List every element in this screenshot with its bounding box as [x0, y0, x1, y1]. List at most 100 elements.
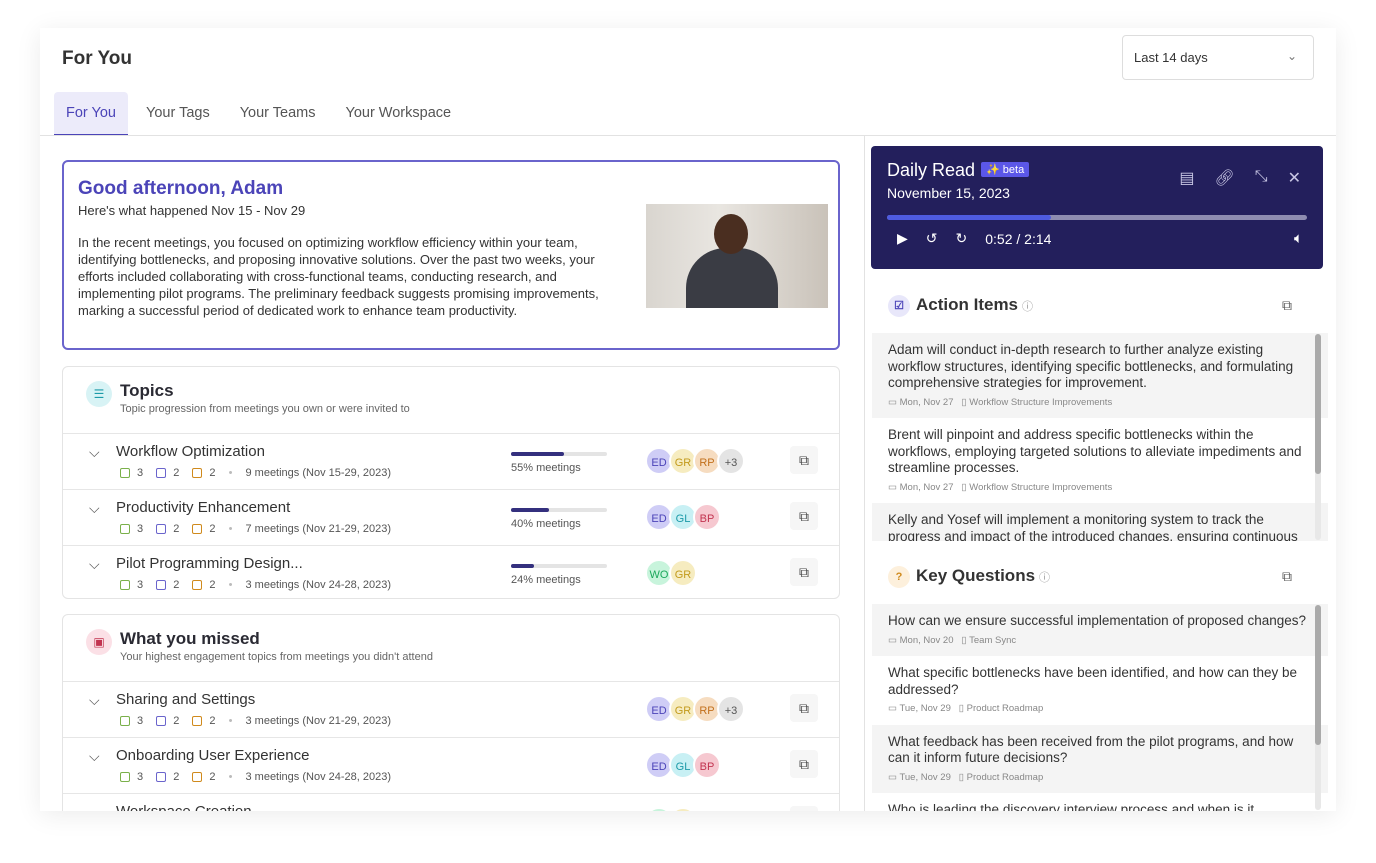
avatar[interactable]: RP — [693, 695, 721, 723]
link-icon[interactable]: 🔗︎ — [1214, 170, 1235, 187]
topic-row[interactable]: ⌵ Workflow Optimization 3 2 2 • 9 meetings… — [63, 433, 839, 489]
avatar[interactable]: GR — [669, 559, 697, 587]
avatar[interactable]: +3 — [717, 695, 745, 723]
action-icon — [156, 772, 167, 782]
avatar[interactable]: RP — [693, 447, 721, 475]
document-icon: ▯ — [961, 396, 967, 408]
calendar-icon: ▭ — [888, 771, 897, 783]
playback-progress[interactable] — [887, 215, 1307, 220]
avatar[interactable]: BP — [693, 503, 721, 531]
recording-count: 3 — [137, 771, 144, 783]
item-meeting[interactable]: Product Roadmap — [966, 703, 1044, 714]
copy-icon[interactable]: ⧉ — [1282, 568, 1292, 584]
action-count: 2 — [173, 771, 180, 783]
chevron-down-icon[interactable]: ⌵ — [89, 444, 100, 460]
missed-section: ▣ What you missed Your highest engagement … — [62, 614, 840, 811]
section-title: What you missed — [120, 629, 260, 648]
avatar[interactable]: WO — [645, 807, 673, 811]
greeting-card: Good afternoon, Adam Here's what happene… — [62, 160, 840, 350]
topic-row[interactable]: ⌵ Sharing and Settings 3 2 2 • 3 meetings … — [63, 681, 839, 737]
topic-row[interactable]: ⌵ Pilot Programming Design... 3 2 2 • 3 me… — [63, 545, 839, 598]
list-item[interactable]: How can we ensure successful implementat… — [872, 604, 1328, 656]
avatar[interactable]: GL — [669, 503, 697, 531]
item-date: Mon, Nov 27 — [899, 396, 954, 408]
chevron-down-icon[interactable]: ⌵ — [89, 556, 100, 572]
document-icon: ▯ — [958, 703, 965, 714]
recording-count: 3 — [137, 715, 144, 727]
play-icon[interactable]: ▶ — [897, 230, 908, 246]
item-text: Who is leading the discovery interview p… — [888, 802, 1255, 811]
tab-for-you[interactable]: For You — [54, 92, 128, 136]
date-range-select[interactable]: Last 14 days ⌄ — [1122, 35, 1314, 80]
avatar[interactable]: ED — [645, 751, 673, 779]
topic-row[interactable]: ⌵ Onboarding User Experience 3 2 2 • 3 mee… — [63, 737, 839, 793]
scrollbar[interactable] — [1315, 334, 1321, 540]
key-questions-header: ? Key Questions ⓘ — [888, 566, 1050, 588]
avatar[interactable]: GL — [669, 751, 697, 779]
copy-icon[interactable]: ⧉ — [790, 806, 818, 811]
tab-your-tags[interactable]: Your Tags — [146, 105, 210, 121]
topic-row[interactable]: ⌵ Productivity Enhancement 3 2 2 • 7 meeti… — [63, 489, 839, 545]
info-icon[interactable]: ⓘ — [1039, 572, 1051, 584]
item-meeting[interactable]: Product Roadmap — [966, 771, 1044, 783]
copy-icon[interactable]: ⧉ — [790, 750, 818, 778]
avatar[interactable]: GR — [669, 807, 697, 811]
item-date: Mon, Nov 20 — [899, 634, 954, 646]
recording-icon — [120, 716, 130, 726]
progress-bar: 55% meetings — [511, 452, 607, 474]
recording-count: 3 — [137, 467, 144, 479]
action-icon — [156, 524, 167, 534]
recording-icon — [120, 468, 130, 478]
question-count: 2 — [209, 523, 216, 535]
question-icon: ? — [888, 566, 910, 588]
tab-your-workspace[interactable]: Your Workspace — [345, 105, 452, 121]
chevron-down-icon: ⌄ — [1286, 49, 1297, 63]
action-count: 2 — [173, 467, 180, 479]
list-item[interactable]: What feedback has been received from the… — [872, 724, 1328, 793]
chevron-down-icon[interactable]: ⌵ — [89, 500, 100, 516]
list-item[interactable]: Who is leading the discovery interview p… — [872, 793, 1328, 811]
chevron-down-icon[interactable]: ⌵ — [89, 804, 100, 811]
avatar[interactable]: GR — [669, 695, 697, 723]
item-meeting[interactable]: Team Sync — [969, 634, 1017, 646]
item-date: Tue, Nov 29 — [899, 703, 951, 714]
forward-10-icon[interactable]: ↻ — [955, 230, 968, 246]
action-count: 2 — [173, 523, 180, 535]
copy-icon[interactable]: ⧉ — [790, 446, 818, 474]
topic-name: Workflow Optimization — [116, 443, 265, 460]
copy-icon[interactable]: ⧉ — [1282, 297, 1292, 313]
section-description: Topic progression from meetings you own … — [120, 403, 410, 415]
info-icon[interactable]: ⓘ — [1022, 301, 1034, 313]
date-range-value: Last 14 days — [1134, 50, 1208, 65]
topic-name: Productivity Enhancement — [116, 499, 291, 516]
avatar[interactable]: +3 — [717, 447, 745, 475]
scrollbar[interactable] — [1315, 605, 1321, 810]
question-count: 2 — [209, 579, 216, 591]
playback-time: 0:52 / 2:14 — [985, 230, 1052, 247]
minimize-icon[interactable]: ⤡ — [1254, 168, 1268, 185]
item-meeting[interactable]: Workflow Structure Improvements — [969, 481, 1113, 493]
transcript-icon[interactable]: ▤ — [1179, 170, 1195, 187]
chevron-down-icon[interactable]: ⌵ — [89, 748, 100, 764]
tab-your-teams[interactable]: Your Teams — [239, 105, 316, 121]
list-item[interactable]: Kelly and Yosef will implement a monitor… — [872, 503, 1328, 541]
copy-icon[interactable]: ⧉ — [790, 558, 818, 586]
copy-icon[interactable]: ⧉ — [790, 502, 818, 530]
avatar[interactable]: BP — [693, 751, 721, 779]
item-text: Kelly and Yosef will implement a monitor… — [888, 512, 1298, 541]
action-items-header: ☑ Action Items ⓘ — [888, 295, 1033, 317]
list-item[interactable]: What specific bottlenecks have been iden… — [872, 656, 1328, 725]
section-description: Your highest engagement topics from meet… — [120, 651, 433, 663]
item-meeting[interactable]: Workflow Structure Improvements — [969, 396, 1113, 408]
rewind-10-icon[interactable]: ↺ — [925, 230, 938, 246]
copy-icon[interactable]: ⧉ — [790, 694, 818, 722]
question-icon — [192, 468, 203, 478]
avatar[interactable]: WO — [645, 559, 673, 587]
action-count: 2 — [173, 715, 180, 727]
volume-icon[interactable]: 🔈︎ — [1293, 230, 1303, 247]
list-item[interactable]: Brent will pinpoint and address specific… — [872, 418, 1328, 503]
list-item[interactable]: Adam will conduct in-depth research to f… — [872, 333, 1328, 418]
chevron-down-icon[interactable]: ⌵ — [89, 692, 100, 708]
close-icon[interactable]: ✕ — [1287, 170, 1301, 187]
